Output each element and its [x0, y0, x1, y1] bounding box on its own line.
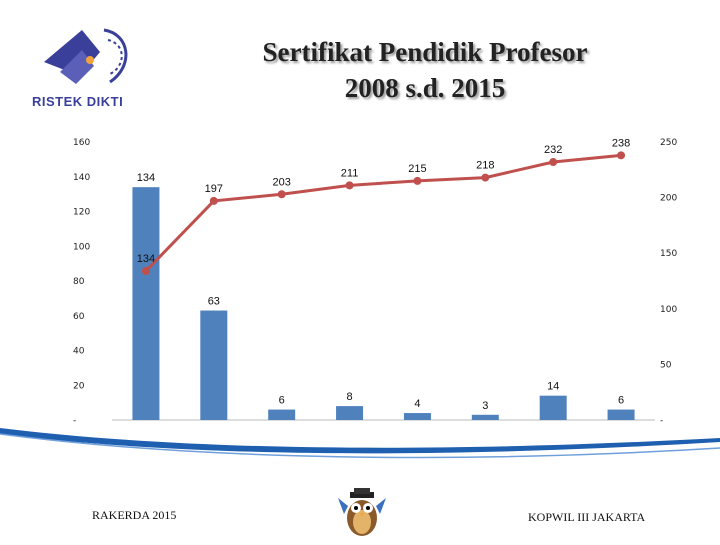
line-path	[144, 153, 622, 273]
right-axis-tick-label: -	[660, 416, 663, 426]
footer-swoosh	[0, 428, 720, 459]
right-axis-tick-label: 250	[660, 138, 677, 148]
right-axis-tick-label: 50	[660, 360, 672, 370]
page-title: Sertifikat Pendidik Profesor 2008 s.d. 2…	[150, 34, 700, 106]
left-axis-tick-label: 80	[73, 277, 85, 287]
line-series: 134 197 203 211 215 218 232 238	[137, 137, 630, 275]
bar	[268, 409, 296, 420]
title-line-1: Sertifikat Pendidik Profesor	[262, 37, 588, 67]
left-axis-tick-label: 120	[73, 208, 90, 218]
bar	[403, 413, 431, 420]
logo-emblem-icon	[44, 28, 128, 84]
bar-data-label: 63	[208, 296, 220, 308]
line-point	[345, 181, 354, 190]
bar	[607, 409, 635, 420]
bar-data-label: 3	[482, 400, 488, 412]
left-axis-tick-label: 40	[73, 347, 85, 357]
line-data-label: 197	[205, 183, 223, 195]
left-axis-tick-label: 60	[73, 312, 85, 322]
bar-data-label: 14	[547, 381, 559, 393]
right-axis-tick-label: 150	[660, 249, 677, 259]
logo-text: RISTEK DIKTI	[32, 94, 124, 109]
owl-mascot-icon	[334, 484, 390, 540]
left-axis-tick-label: -	[73, 416, 76, 426]
line-data-label: 203	[273, 176, 291, 188]
bar	[132, 187, 160, 420]
line-point	[209, 196, 218, 205]
line-point	[549, 158, 558, 167]
line-data-label: 215	[408, 163, 426, 175]
left-axis: 160 140 120 100 80 60 40 20 -	[73, 138, 90, 426]
bar	[539, 395, 567, 420]
ristek-dikti-logo: RISTEK DIKTI	[30, 22, 140, 112]
right-axis-tick-label: 200	[660, 194, 677, 204]
bar-data-label: 6	[279, 395, 285, 407]
bar-data-label: 134	[137, 172, 155, 184]
bar	[200, 310, 228, 420]
line-data-label: 232	[544, 144, 562, 156]
line-point	[141, 266, 150, 275]
line-data-label: 238	[612, 137, 630, 149]
line-point	[413, 176, 422, 185]
line-data-label: 211	[341, 167, 359, 179]
line-point	[277, 190, 286, 199]
left-axis-tick-label: 140	[73, 173, 90, 183]
bar-data-label: 8	[347, 391, 353, 403]
footer-right-text: KOPWIL III JAKARTA	[528, 510, 646, 524]
footer-left-text: RAKERDA 2015	[92, 508, 177, 522]
bar	[471, 414, 499, 420]
line-data-label: 134	[137, 253, 155, 265]
left-axis-tick-label: 160	[73, 138, 90, 148]
bar-data-label: 6	[618, 395, 624, 407]
right-axis: 250 200 150 100 50 -	[660, 138, 677, 426]
title-line-2: 2008 s.d. 2015	[344, 73, 506, 103]
right-axis-tick-label: 100	[660, 305, 677, 315]
left-axis-tick-label: 20	[73, 381, 85, 391]
line-point	[617, 151, 626, 160]
line-data-label: 218	[476, 160, 494, 172]
bar-series: 134 63 6 8 4 3 14 6	[132, 172, 635, 420]
line-point	[481, 173, 490, 182]
left-axis-tick-label: 100	[73, 242, 90, 252]
bar-data-label: 4	[414, 398, 420, 410]
bar	[336, 406, 364, 420]
